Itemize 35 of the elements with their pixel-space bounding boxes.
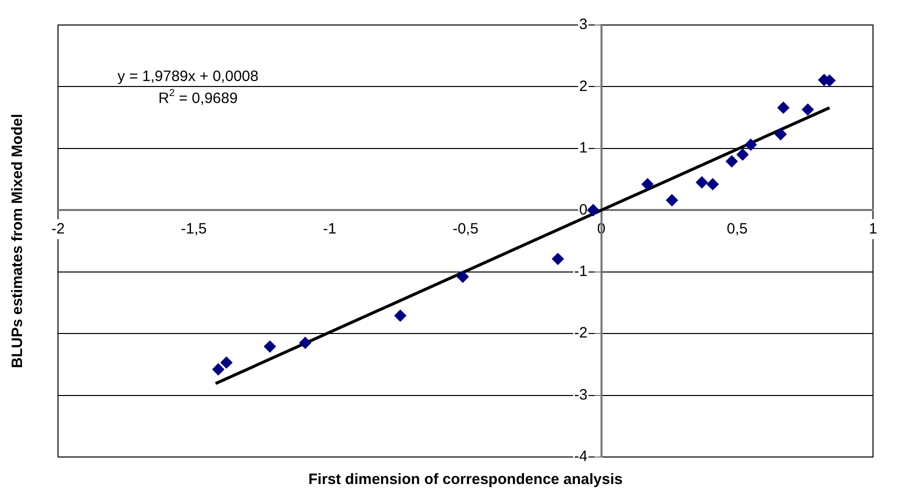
x-tick-label: -2	[51, 220, 65, 238]
point	[726, 155, 738, 168]
point	[736, 148, 749, 161]
point	[212, 363, 224, 376]
x-tick-label: 0,5	[726, 220, 748, 238]
x-tick-label: -1,5	[180, 220, 207, 238]
point	[802, 104, 814, 116]
point	[696, 176, 708, 188]
y-axis-title: BLUPs estimates from Mixed Model	[9, 114, 26, 368]
y-tick-label: 3	[579, 16, 588, 34]
y-tick-label: -4	[574, 448, 588, 466]
x-tick-label: -0,5	[452, 220, 478, 238]
x-tick-label: -1	[322, 220, 336, 238]
point	[552, 252, 564, 265]
point	[744, 138, 757, 151]
point	[220, 356, 232, 369]
y-tick-label: -1	[574, 263, 588, 280]
point	[587, 204, 600, 216]
y-tick-label: -2	[574, 324, 588, 342]
point	[264, 340, 276, 353]
y-tick-label: 2	[579, 78, 588, 95]
y-tick-label: 1	[579, 140, 588, 157]
point	[774, 128, 787, 140]
x-axis-title: First dimension of correspondence analysis	[308, 471, 623, 488]
y-tick-label: -3	[574, 386, 588, 404]
point	[299, 336, 312, 349]
point	[666, 194, 678, 206]
point	[642, 178, 654, 190]
x-tick-label: 1	[868, 220, 878, 238]
y-tick-label: 0	[579, 201, 588, 218]
point	[777, 102, 790, 114]
annotation: y = 1,9789x + 0,0008	[118, 68, 258, 85]
point	[706, 178, 719, 190]
point	[394, 310, 406, 322]
point	[456, 270, 469, 283]
